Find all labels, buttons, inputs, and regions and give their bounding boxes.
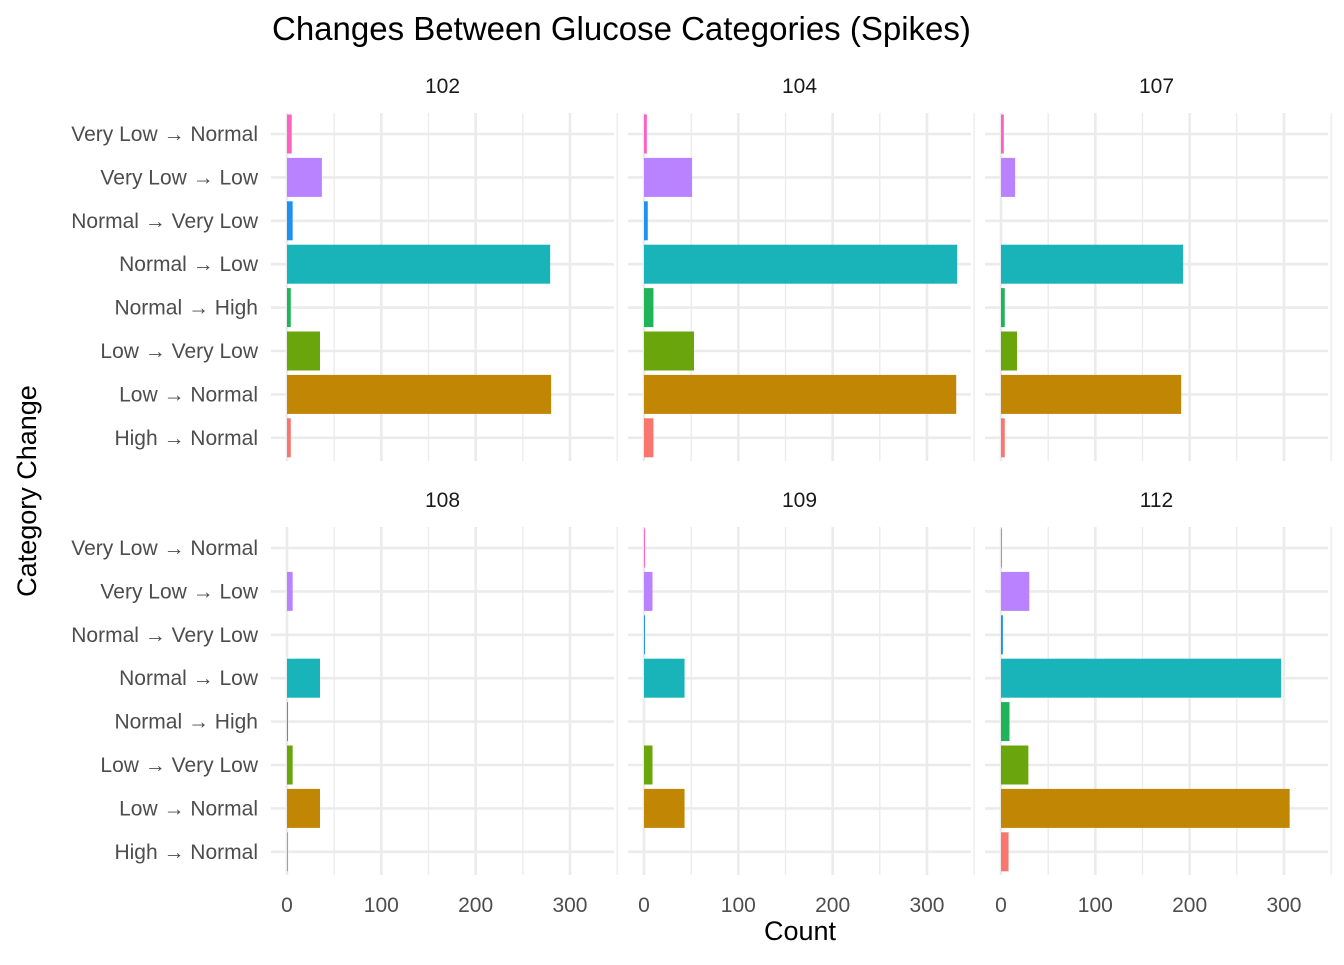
bar [644, 615, 645, 655]
facet-panel-108: 108 Very Low → Normal Very Low → Low Normal… [71, 489, 618, 917]
bar [287, 157, 322, 197]
x-tick-label: 300 [1266, 894, 1301, 917]
bar [644, 745, 653, 785]
bar [1001, 702, 1010, 742]
x-tick-label: 200 [1172, 894, 1207, 917]
bar [1001, 157, 1016, 197]
bar [644, 418, 654, 458]
facet-panel-102: 102 Very Low → Normal Very Low → Low Normal… [71, 75, 618, 461]
x-tick-label: 0 [638, 894, 650, 917]
facet-label: 102 [425, 75, 460, 98]
bar [644, 658, 685, 698]
bar [644, 528, 645, 568]
y-tick-label: Normal → Very Low [71, 210, 259, 233]
bar [287, 745, 293, 785]
y-tick-label: Very Low → Normal [71, 537, 258, 560]
bar [644, 571, 653, 611]
x-tick-label: 200 [815, 894, 850, 917]
bar [287, 201, 293, 241]
facet-panel-104: 104 [628, 75, 975, 461]
y-tick-label: High → Normal [114, 427, 258, 450]
bar [1001, 528, 1002, 568]
y-axis-title: Category Change [12, 385, 42, 597]
bar [1001, 114, 1004, 154]
facet-label: 104 [782, 75, 817, 98]
facet-panel-112: 112 0 100 200 300 [985, 489, 1332, 917]
facet-label: 112 [1140, 489, 1173, 512]
bar [287, 418, 291, 458]
facet-panel-107: 107 [985, 75, 1332, 461]
bar [1001, 615, 1003, 655]
facet-label: 109 [782, 489, 817, 512]
bar [287, 658, 321, 698]
facet-label: 107 [1139, 75, 1174, 98]
x-tick-label: 100 [721, 894, 756, 917]
bar [1001, 788, 1290, 828]
bar [1001, 658, 1282, 698]
facets-layer: 102 Very Low → Normal Very Low → Low Normal… [71, 75, 1332, 917]
x-tick-label: 200 [458, 894, 493, 917]
x-tick-label: 300 [552, 894, 587, 917]
chart-title: Changes Between Glucose Categories (Spik… [272, 10, 971, 47]
bar [287, 114, 292, 154]
bar [287, 788, 321, 828]
y-tick-label: Normal → High [114, 297, 258, 320]
bar [287, 571, 293, 611]
bar [644, 244, 958, 284]
y-tick-label: Normal → Very Low [71, 624, 259, 647]
y-tick-label: Very Low → Low [100, 580, 258, 603]
bar [644, 788, 685, 828]
facet-label: 108 [425, 489, 460, 512]
bar [644, 201, 648, 241]
bar [1001, 331, 1018, 371]
bar [644, 114, 647, 154]
facet-panel-109: 109 0 100 200 300 [628, 489, 975, 917]
bar [1001, 374, 1182, 414]
x-axis-title: Count [764, 916, 837, 946]
bar [644, 157, 693, 197]
y-tick-label: Normal → High [114, 711, 258, 734]
y-tick-label: Low → Very Low [100, 340, 258, 363]
y-tick-label: Normal → Low [119, 253, 259, 276]
bar [644, 288, 654, 328]
bar [287, 288, 291, 328]
x-tick-label: 100 [364, 894, 399, 917]
bar [1001, 745, 1029, 785]
bar [1001, 244, 1184, 284]
bar [1001, 288, 1005, 328]
bar [1001, 832, 1009, 872]
x-tick-label: 0 [995, 894, 1007, 917]
bar [287, 702, 288, 742]
bar [644, 374, 957, 414]
y-tick-label: Low → Normal [119, 383, 258, 406]
bar [287, 832, 288, 872]
x-tick-label: 100 [1078, 894, 1113, 917]
x-tick-label: 300 [909, 894, 944, 917]
bar [287, 331, 321, 371]
y-tick-label: Low → Very Low [100, 754, 258, 777]
y-tick-label: Normal → Low [119, 667, 259, 690]
bar [287, 374, 552, 414]
bar [1001, 418, 1005, 458]
y-tick-label: High → Normal [114, 841, 258, 864]
bar [287, 244, 551, 284]
x-tick-label: 0 [281, 894, 293, 917]
y-tick-label: Low → Normal [119, 797, 258, 820]
y-tick-label: Very Low → Normal [71, 123, 258, 146]
bar [644, 331, 694, 371]
bar [1001, 571, 1030, 611]
y-tick-label: Very Low → Low [100, 166, 258, 189]
